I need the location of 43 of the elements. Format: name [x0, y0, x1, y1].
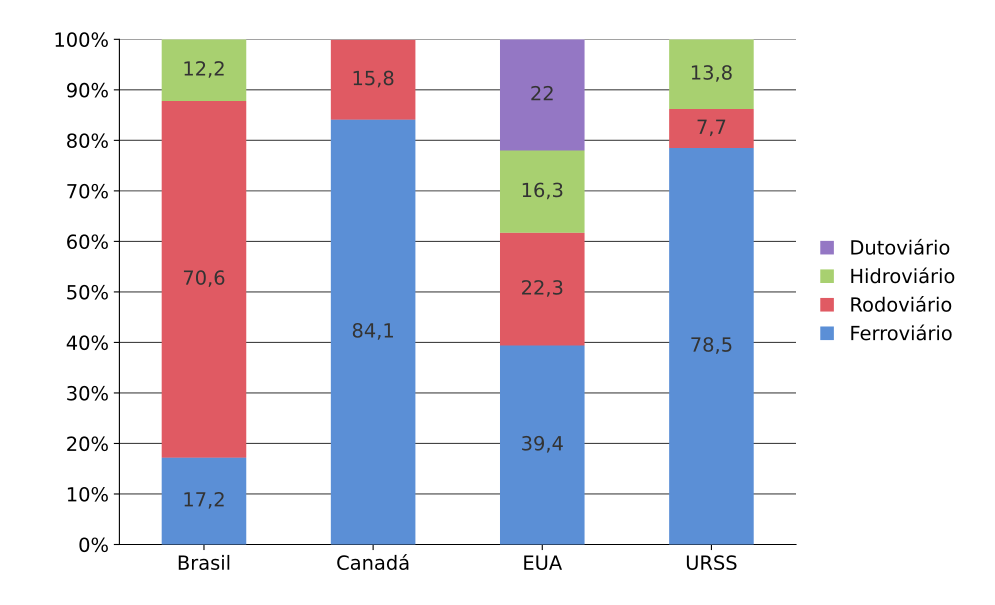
data-label: 70,6	[184, 270, 224, 287]
data-label: 7,7	[698, 120, 726, 136]
y-tick-label: 70%	[67, 184, 108, 199]
data-label: 12,2	[184, 61, 224, 78]
x-tick-label: Canadá	[337, 554, 408, 570]
x-tick-label: URSS	[686, 555, 737, 570]
y-tick-label: 0%	[79, 537, 108, 552]
data-label: 22	[531, 86, 553, 100]
bar	[669, 39, 754, 110]
y-tick-label: 30%	[67, 386, 108, 401]
data-label: 84,1	[352, 323, 393, 340]
data-label: 15,8	[354, 70, 394, 88]
data-label: 16,3	[522, 182, 562, 200]
bar	[330, 120, 416, 544]
y-tick-label: 80%	[67, 133, 108, 148]
bar	[500, 150, 585, 233]
y-tick-label: 60%	[67, 234, 108, 250]
bar	[500, 232, 585, 346]
bar	[162, 458, 246, 544]
data-label: 78,5	[691, 337, 732, 354]
y-tick-label: 10%	[68, 486, 108, 502]
legend-label: Dutoviário	[851, 238, 950, 255]
bar	[500, 39, 585, 150]
y-tick-label: 20%	[67, 436, 108, 452]
x-tick-label: EUA	[524, 556, 562, 570]
bar	[669, 148, 754, 544]
bar	[330, 40, 416, 120]
y-tick-label: 100%	[56, 32, 108, 47]
legend-label: Rodoviário	[851, 296, 952, 312]
y-tick-label: 40%	[66, 335, 108, 350]
legend-label: Hidroviário	[851, 267, 954, 284]
x-tick-label: Brasil	[178, 554, 230, 570]
data-label: 13,8	[692, 65, 732, 82]
bar	[500, 345, 585, 544]
bar	[162, 39, 246, 101]
bar	[162, 100, 246, 458]
bar	[669, 109, 754, 148]
data-label: 22,3	[522, 280, 562, 297]
legend-label: Ferroviário	[851, 324, 952, 340]
y-tick-label: 50%	[67, 284, 108, 300]
data-label: 17,2	[184, 492, 224, 509]
y-tick-label: 90%	[66, 82, 108, 98]
data-label: 39,4	[522, 436, 563, 453]
